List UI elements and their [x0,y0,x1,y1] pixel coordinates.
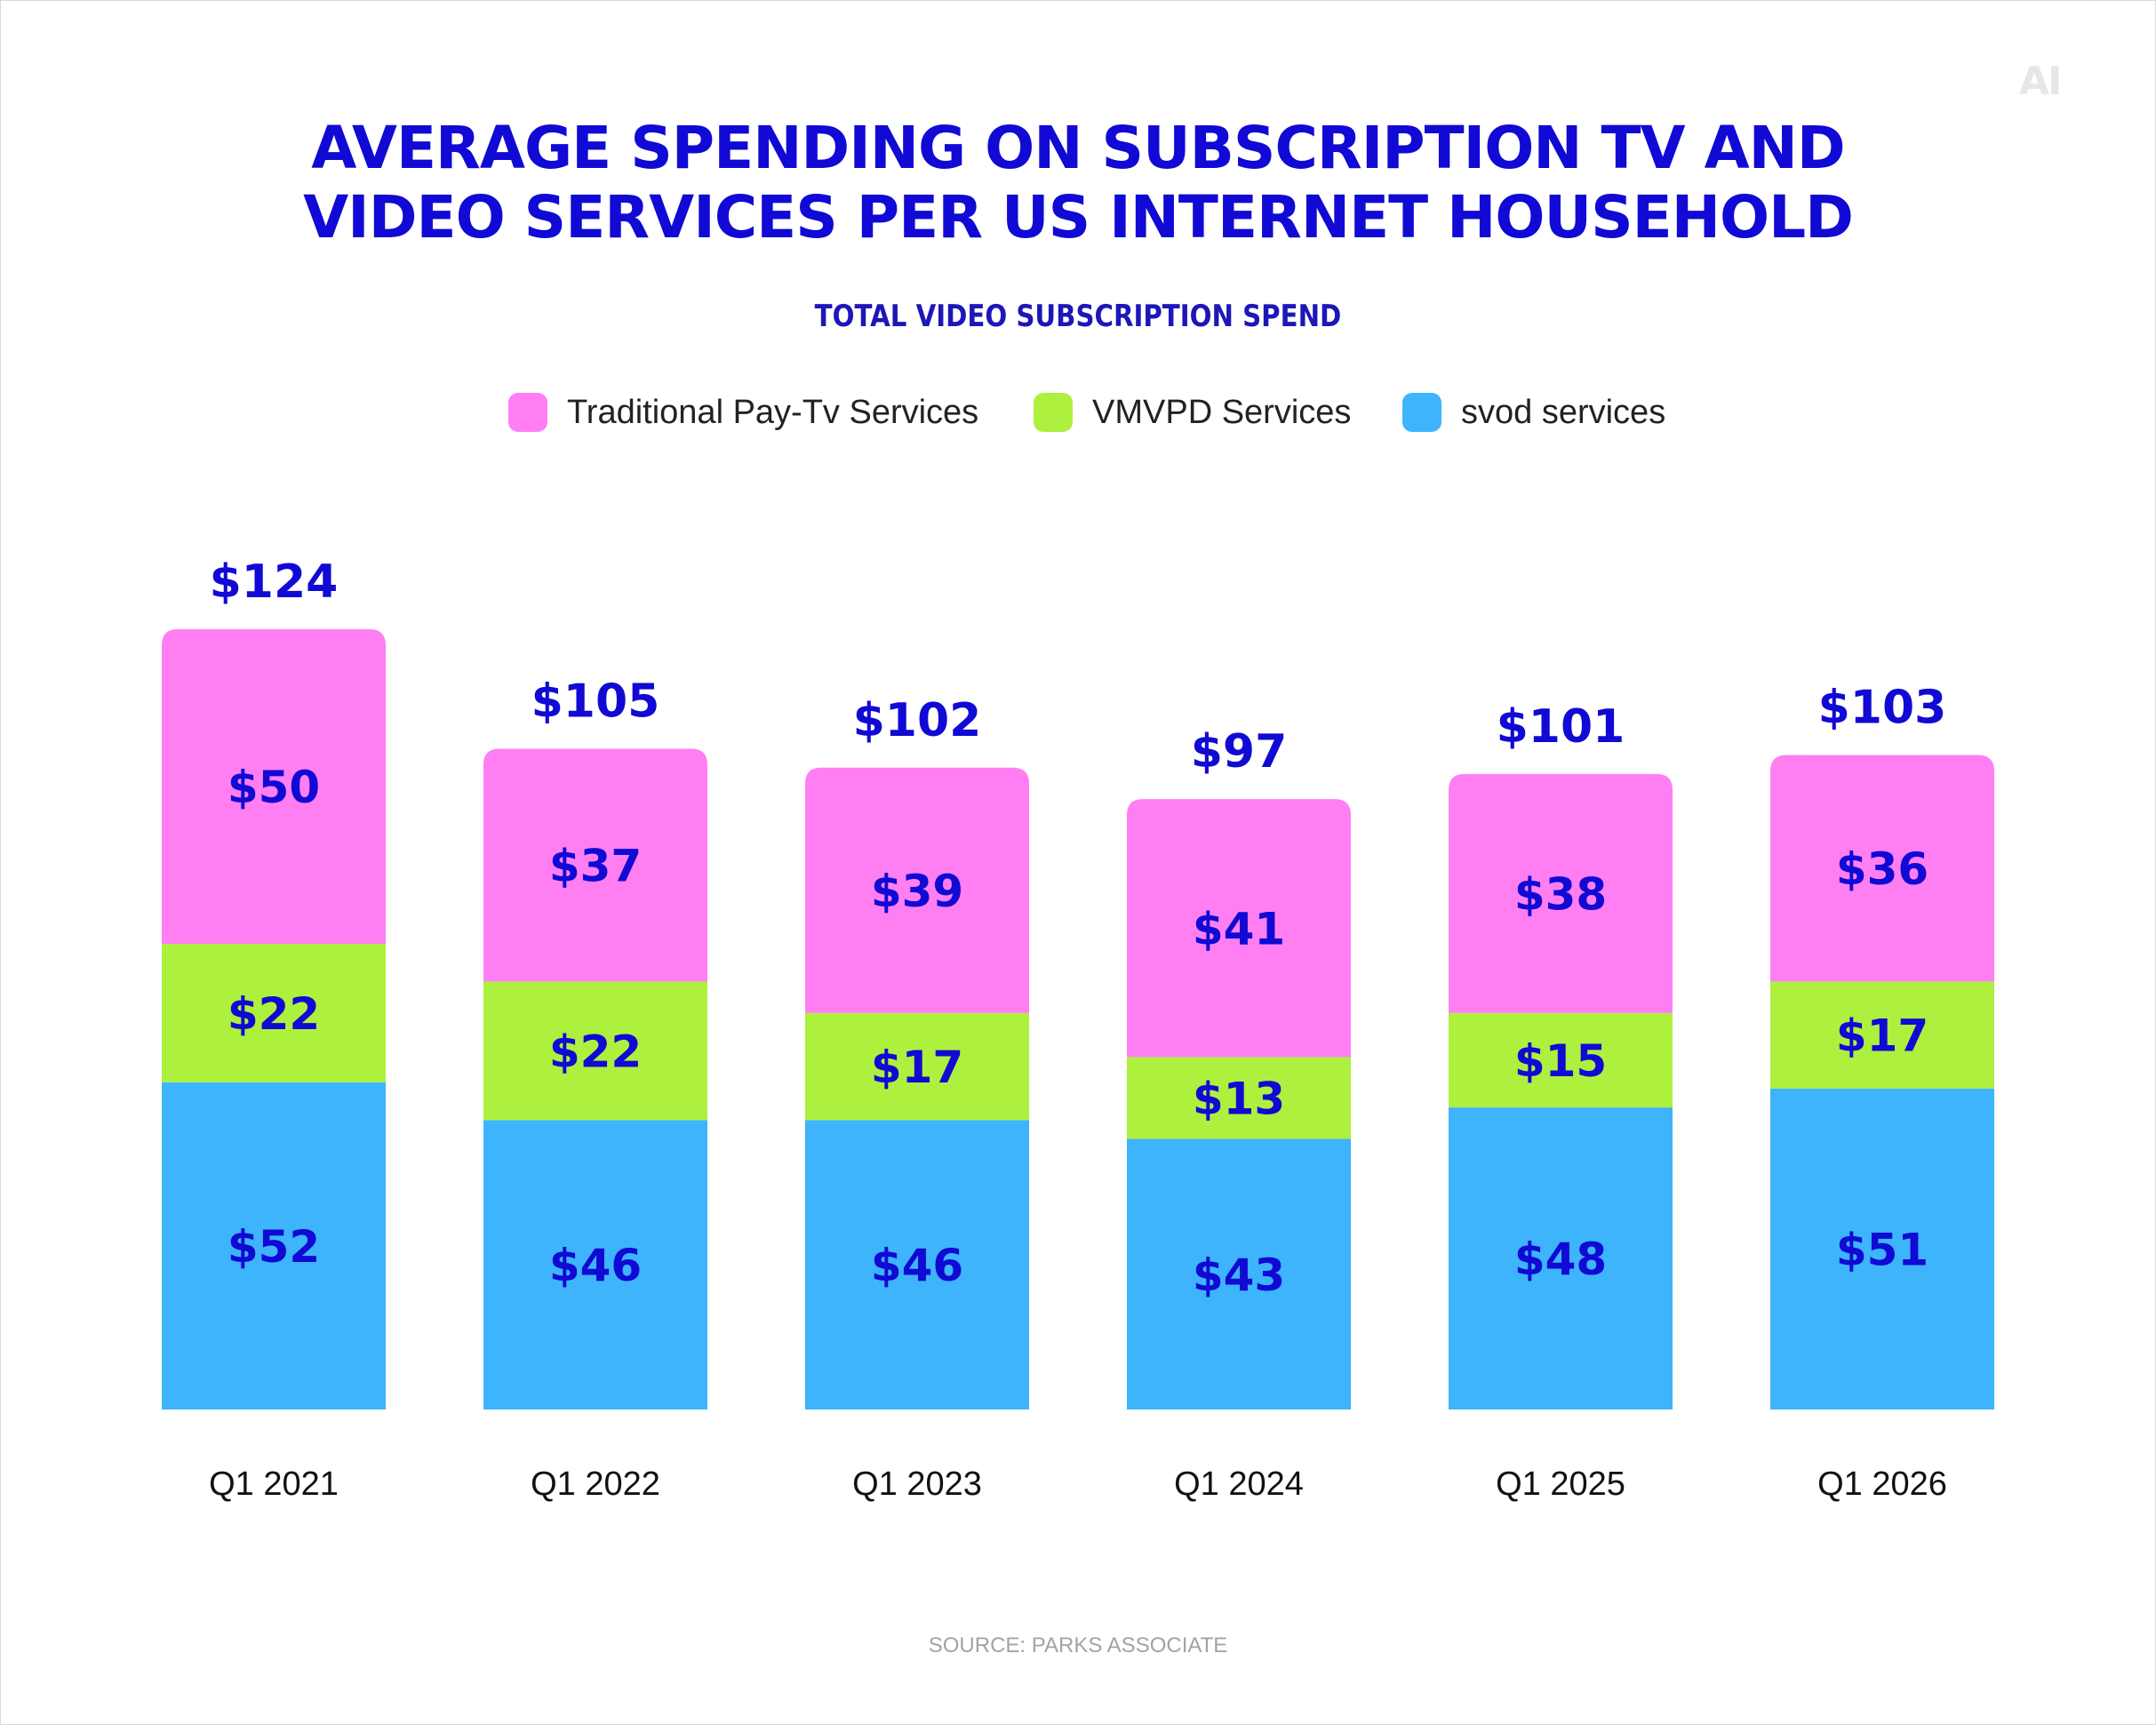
data-label-vmvpd-services-q1-2022: $22 [549,1026,642,1077]
total-label-q1-2023: $102 [853,694,982,747]
total-label-q1-2022: $105 [531,675,660,729]
source-note: SOURCE: PARKS ASSOCIATE [928,1633,1228,1657]
data-label-traditional-pay-tv-services-q1-2025: $38 [1514,868,1607,920]
data-label-vmvpd-services-q1-2026: $17 [1836,1010,1928,1062]
chart-subtitle: TOTAL VIDEO SUBSCRIPTION SPEND [814,299,1342,334]
bar-segment-vmvpd-services-q1-2021 [162,944,386,1082]
x-tick-label-q1-2026: Q1 2026 [1817,1465,1947,1503]
bar-segment-vmvpd-services-q1-2026 [1770,981,1994,1089]
x-tick-label-q1-2022: Q1 2022 [531,1465,660,1503]
bar-segment-traditional-pay-tv-services-q1-2024 [1127,799,1351,1058]
chart-title: AVERAGE SPENDING ON SUBSCRIPTION TV AND … [0,114,2156,252]
data-label-vmvpd-services-q1-2024: $13 [1193,1074,1285,1125]
bar-segment-svod-services-q1-2024 [1127,1138,1351,1410]
bar-segment-vmvpd-services-q1-2024 [1127,1057,1351,1139]
bar-segment-vmvpd-services-q1-2023 [805,1012,1029,1121]
legend-label-vmvpd: VMVPD Services [1092,393,1352,431]
data-label-svod-services-q1-2025: $48 [1514,1234,1607,1285]
legend-swatch-svod [1402,393,1441,432]
bar-segment-traditional-pay-tv-services-q1-2023 [805,767,1029,1013]
data-label-traditional-pay-tv-services-q1-2021: $50 [228,762,320,813]
chart-title-line-2: VIDEO SERVICES PER US INTERNET HOUSEHOLD [303,183,1854,252]
total-label-q1-2026: $103 [1818,682,1947,735]
bar-segment-traditional-pay-tv-services-q1-2026 [1770,755,1994,982]
bar-segment-svod-services-q1-2023 [805,1120,1029,1410]
bar-segment-svod-services-q1-2026 [1770,1088,1994,1410]
total-label-q1-2024: $97 [1191,725,1288,779]
data-label-traditional-pay-tv-services-q1-2023: $39 [871,866,963,917]
data-label-vmvpd-services-q1-2025: $15 [1514,1035,1607,1087]
data-label-traditional-pay-tv-services-q1-2026: $36 [1836,843,1928,895]
legend-swatch-traditional [508,393,547,432]
chart-title-line-1: AVERAGE SPENDING ON SUBSCRIPTION TV AND [311,114,1845,182]
x-tick-label-q1-2021: Q1 2021 [209,1465,339,1503]
legend-label-traditional: Traditional Pay-Tv Services [567,393,979,431]
data-label-svod-services-q1-2022: $46 [549,1240,642,1291]
legend-label-svod: svod services [1461,393,1666,431]
bar-segment-svod-services-q1-2025 [1449,1107,1673,1410]
bar-segment-traditional-pay-tv-services-q1-2025 [1449,773,1673,1013]
data-label-traditional-pay-tv-services-q1-2022: $37 [549,841,642,892]
data-label-svod-services-q1-2026: $51 [1836,1224,1928,1275]
x-tick-label-q1-2023: Q1 2023 [852,1465,982,1503]
data-label-svod-services-q1-2021: $52 [228,1221,320,1273]
data-label-svod-services-q1-2023: $46 [871,1240,963,1291]
legend-item-vmvpd: VMVPD Services [1034,393,1351,432]
x-tick-label-q1-2024: Q1 2024 [1174,1465,1304,1503]
brand-logo: AI [2019,59,2062,104]
bar-segment-svod-services-q1-2022 [483,1120,707,1410]
legend-item-svod: svod services [1402,393,1665,432]
data-label-vmvpd-services-q1-2021: $22 [228,988,320,1040]
data-label-vmvpd-services-q1-2023: $17 [871,1042,963,1093]
legend-item-traditional: Traditional Pay-Tv Services [508,393,978,432]
total-label-q1-2021: $124 [210,555,339,609]
data-label-traditional-pay-tv-services-q1-2024: $41 [1193,903,1285,954]
bar-segment-traditional-pay-tv-services-q1-2022 [483,748,707,982]
bar-segment-traditional-pay-tv-services-q1-2021 [162,629,386,945]
x-tick-label-q1-2025: Q1 2025 [1496,1465,1625,1503]
data-label-svod-services-q1-2024: $43 [1193,1250,1285,1301]
bar-segment-svod-services-q1-2021 [162,1082,386,1410]
legend-swatch-vmvpd [1034,393,1073,432]
bar-segment-vmvpd-services-q1-2025 [1449,1012,1673,1108]
total-label-q1-2025: $101 [1497,700,1625,754]
bar-segment-vmvpd-services-q1-2022 [483,981,707,1121]
